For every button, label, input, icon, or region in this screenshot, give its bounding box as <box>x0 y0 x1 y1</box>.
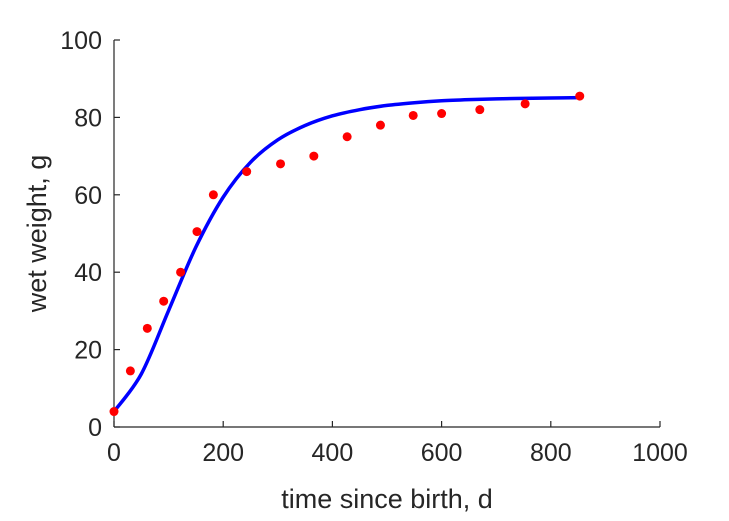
data-point <box>342 132 352 142</box>
y-ticks: 0 20 40 60 80 100 <box>60 27 120 442</box>
data-point <box>192 227 202 237</box>
data-point <box>520 99 530 109</box>
y-tick-label: 100 <box>60 27 102 55</box>
data-point <box>475 105 485 115</box>
y-tick-label: 20 <box>74 337 102 365</box>
y-tick-label: 60 <box>74 182 102 210</box>
data-point <box>159 296 169 306</box>
fit-curve <box>112 95 580 413</box>
y-tick-label: 80 <box>74 104 102 132</box>
data-point <box>309 151 319 161</box>
y-axis-label: wet weight, g <box>22 155 52 314</box>
x-tick-label: 400 <box>312 439 354 467</box>
data-point <box>242 167 252 177</box>
data-point <box>408 110 418 120</box>
x-tick-label: 0 <box>107 439 121 467</box>
y-tick-label: 40 <box>74 259 102 287</box>
data-point <box>125 366 135 376</box>
y-tick-label: 0 <box>88 414 102 442</box>
x-tick-label: 800 <box>530 439 572 467</box>
axes <box>113 40 660 428</box>
x-axis-label: time since birth, d <box>281 484 493 514</box>
data-point <box>276 159 286 169</box>
data-point <box>575 91 585 101</box>
x-tick-label: 600 <box>421 439 463 467</box>
series-layer <box>109 91 585 417</box>
data-point <box>176 267 186 277</box>
data-point <box>375 120 385 130</box>
x-tick-label: 1000 <box>632 439 688 467</box>
data-point <box>142 323 152 333</box>
x-tick-label: 200 <box>202 439 244 467</box>
data-point <box>109 407 119 417</box>
data-point <box>437 109 447 119</box>
x-ticks: 0 200 400 600 800 1000 <box>107 421 688 467</box>
data-point <box>208 190 218 200</box>
